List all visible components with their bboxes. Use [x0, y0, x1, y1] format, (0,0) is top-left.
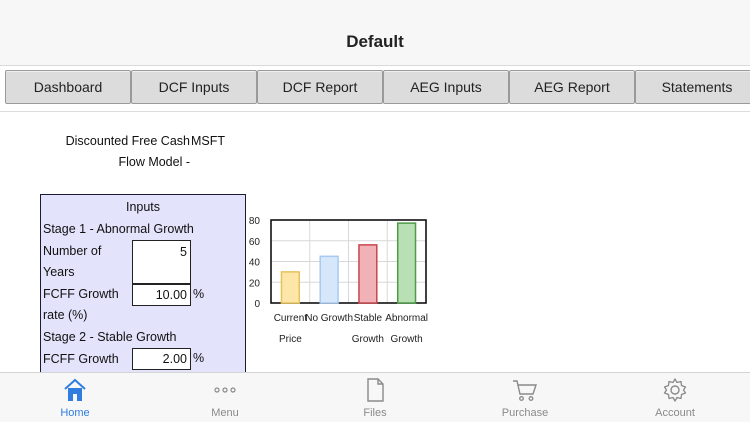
inputs-panel: Inputs Stage 1 - Abnormal Growth Number …: [40, 194, 246, 372]
y-tick-label: 40: [249, 258, 261, 269]
model-label: Discounted Free Cash Flow Model -: [65, 134, 190, 169]
y-tick-label: 0: [254, 299, 260, 310]
y-tick-label: 20: [249, 278, 261, 289]
growth2-label: FCFF Growth: [43, 352, 119, 366]
nav-account[interactable]: Account: [600, 373, 750, 423]
ticker-symbol: MSFT: [191, 134, 226, 148]
nav-purchase[interactable]: Purchase: [450, 373, 600, 423]
nav-menu[interactable]: Menu: [150, 373, 300, 423]
category-label: Stable: [354, 313, 383, 324]
home-icon: [64, 378, 86, 401]
dashboard-content: Discounted Free Cash Flow Model - MSFT I…: [0, 113, 750, 372]
valuation-chart: 0 20 40 60 80 Current Price No Growth Stable Grow…: [240, 195, 450, 345]
bar: [319, 255, 339, 304]
file-icon: [367, 378, 384, 402]
nav-files-label: Files: [363, 407, 387, 419]
nav-files[interactable]: Files: [300, 373, 450, 423]
tab-aeg-inputs[interactable]: AEG Inputs: [383, 70, 509, 104]
tab-dashboard[interactable]: Dashboard: [5, 70, 131, 104]
plot-frame: [270, 219, 427, 304]
tab-dcf-inputs[interactable]: DCF Inputs: [131, 70, 257, 104]
y-tick-label: 60: [249, 237, 261, 248]
nav-home-label: Home: [60, 407, 90, 419]
nav-account-label: Account: [655, 407, 695, 419]
stage2-title: Stage 2 - Stable Growth: [43, 330, 177, 344]
category-label: Current: [274, 313, 308, 324]
bar: [280, 271, 301, 304]
growth1-field[interactable]: 10.00: [132, 284, 191, 306]
bar: [396, 222, 417, 304]
tab-bar: Dashboard DCF Inputs DCF Report AEG Inpu…: [0, 66, 750, 112]
inputs-title: Inputs: [125, 200, 161, 214]
more-icon: [214, 387, 236, 393]
nav-home[interactable]: Home: [0, 373, 150, 423]
bottom-nav: Home Menu Files Purchase Account: [0, 372, 750, 422]
nav-purchase-label: Purchase: [501, 407, 549, 419]
category-label: No Growth: [305, 313, 353, 324]
percent-unit: %: [193, 351, 205, 365]
gear-icon: [663, 378, 687, 402]
category-label: Growth: [352, 334, 384, 345]
category-label: Abnormal: [385, 313, 428, 324]
category-label: Price: [279, 334, 302, 345]
stage1-title: Stage 1 - Abnormal Growth: [43, 222, 194, 236]
cart-icon: [513, 380, 537, 401]
tab-aeg-report[interactable]: AEG Report: [509, 70, 635, 104]
bar: [358, 244, 378, 304]
nav-menu-label: Menu: [211, 407, 239, 419]
tab-dcf-report[interactable]: DCF Report: [257, 70, 383, 104]
title-bar: Default: [0, 0, 750, 66]
percent-unit: %: [193, 287, 205, 301]
growth2-field[interactable]: 2.00: [132, 348, 191, 370]
growth1-label: FCFF Growth rate (%): [43, 287, 119, 322]
years-field[interactable]: 5: [132, 240, 191, 284]
tab-statements[interactable]: Statements: [635, 70, 750, 104]
y-tick-label: 80: [249, 216, 261, 227]
category-label: Growth: [391, 334, 423, 345]
page-title: Default: [346, 32, 404, 51]
years-label: Number of Years: [43, 244, 102, 279]
